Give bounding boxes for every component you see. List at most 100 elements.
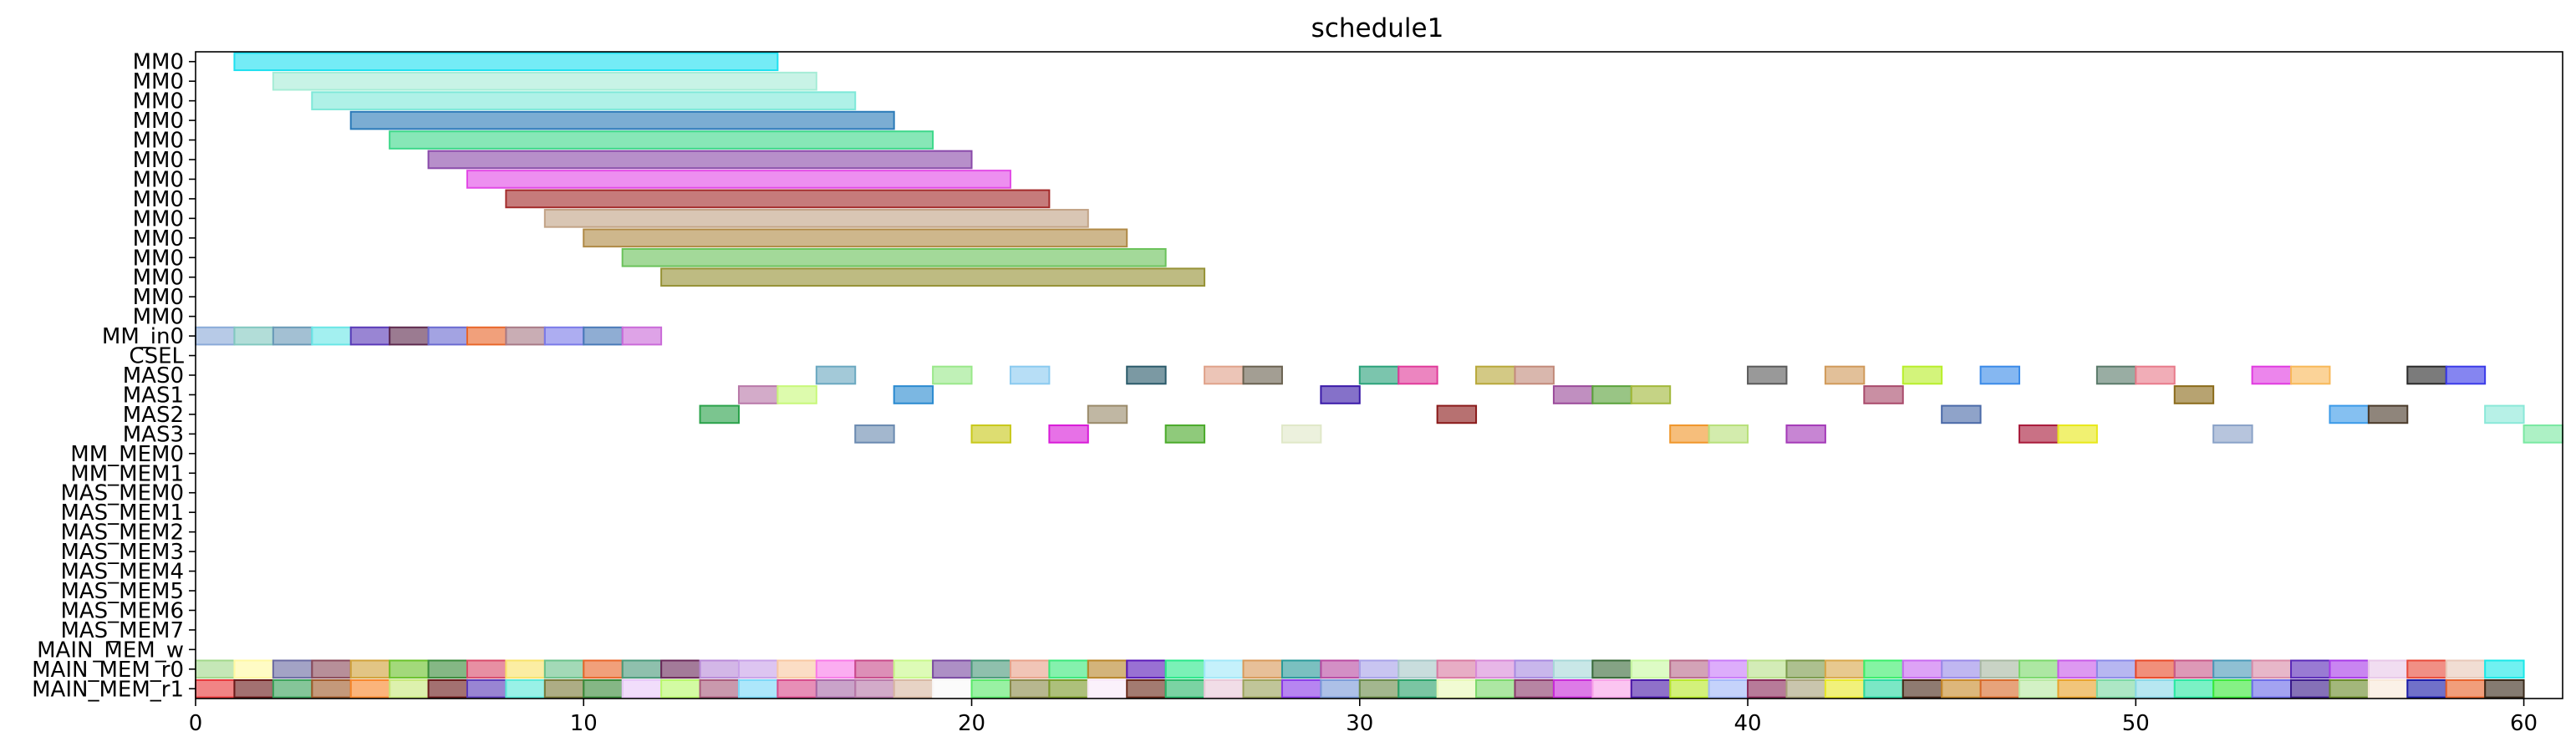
mm-in0-task-bar [621,326,663,346]
main-mem-r1-task-bar [2251,678,2293,699]
mas-task-bar [1824,365,1866,385]
mas-task-bar [1630,385,1672,404]
main-mem-r1-task-bar [233,678,274,699]
mas-task-bar [1280,424,1322,444]
mas-task-bar [699,404,740,424]
main-mem-r0-task-bar [2135,659,2176,679]
main-mem-r0-task-bar [2406,659,2447,679]
mas-task-bar [2057,424,2098,444]
main-mem-r0-task-bar [893,659,934,679]
main-mem-r1-task-bar [1824,678,1866,699]
main-mem-r0-task-bar [1591,659,1632,679]
main-mem-r1-task-bar [893,678,934,699]
x-tick-label: 20 [958,711,985,736]
main-mem-r1-task-bar [1320,678,1361,699]
main-mem-r0-task-bar [1397,659,1438,679]
main-mem-r0-task-bar [970,659,1011,679]
main-mem-r1-task-bar [1204,678,1245,699]
main-mem-r0-task-bar [815,659,857,679]
main-mem-r0-task-bar [466,659,507,679]
main-mem-r0-task-bar [1747,659,1788,679]
y-tick-label: MAS_MEM0 [60,481,184,506]
bars-layer [195,52,2563,699]
mas-task-bar [1747,365,1788,385]
y-tick-label: MAS_MEM4 [60,560,184,585]
main-mem-r0-task-bar [1358,659,1400,679]
plot-frame [195,51,2563,699]
main-mem-r0-task-bar [195,659,236,679]
y-tick-label: MAS_MEM7 [60,618,184,643]
mas-task-bar [1552,385,1594,404]
mas-task-bar [1242,365,1283,385]
main-mem-r1-task-bar [699,678,740,699]
y-tick-label: MM0 [133,89,184,114]
mas-task-bar [893,385,934,404]
main-mem-r0-task-bar [1979,659,2021,679]
main-mem-r0-task-bar [1708,659,1749,679]
main-mem-r0-task-bar [699,659,740,679]
main-mem-r1-task-bar [1901,678,1943,699]
main-mem-r1-task-bar [272,678,313,699]
main-mem-r0-task-bar [1436,659,1478,679]
mm-in0-task-bar [233,326,274,346]
mas-task-bar [2406,365,2447,385]
main-mem-r1-task-bar [1514,678,1555,699]
main-mem-r0-task-bar [2484,659,2525,679]
main-mem-r0-task-bar [1669,659,1710,679]
main-mem-r1-task-bar [389,678,430,699]
mas-task-bar [1204,365,1245,385]
main-mem-r1-task-bar [737,678,779,699]
y-tick-label: MM0 [133,285,184,310]
mas-task-bar [815,365,857,385]
main-mem-r0-task-bar [1901,659,1943,679]
y-tick-label: MM0 [133,129,184,154]
main-mem-r1-task-bar [854,678,895,699]
y-tick-label: MAS2 [123,403,184,428]
main-mem-r1-task-bar [970,678,1011,699]
y-tick-label: MM0 [133,50,184,75]
mm0-task-bar [466,170,1011,189]
mm-in0-task-bar [543,326,585,346]
mas-task-bar [1669,424,1710,444]
y-tick-label: MAS_MEM6 [60,598,184,623]
main-mem-r1-task-bar [1280,678,1322,699]
main-mem-r1-task-bar [311,678,352,699]
mm-in0-task-bar [427,326,468,346]
main-mem-r0-task-bar [389,659,430,679]
main-mem-r0-task-bar [1630,659,1672,679]
y-tick-label: MAS_MEM1 [60,500,184,526]
main-mem-r1-task-bar [1048,678,1089,699]
main-mem-r1-task-bar [1126,678,1167,699]
mm0-task-bar [389,130,934,150]
main-mem-r1-task-bar [349,678,391,699]
mas-task-bar [2095,365,2137,385]
mm0-task-bar [272,71,817,91]
x-tick-label: 50 [2122,711,2150,736]
main-mem-r1-task-bar [1164,678,1206,699]
mm-in0-task-bar [195,326,236,346]
mas-task-bar [1979,365,2021,385]
y-tick-label: MAS0 [123,363,184,389]
main-mem-r1-task-bar [1591,678,1632,699]
y-tick-label: MAS_MEM2 [60,521,184,546]
mm-in0-task-bar [583,326,624,346]
main-mem-r1-task-bar [1087,678,1128,699]
y-tick-label: MM_in0 [102,324,184,349]
y-tick-label: MM0 [133,148,184,173]
main-mem-r0-task-bar [776,659,817,679]
main-mem-r1-task-bar [1669,678,1710,699]
main-mem-r1-task-bar [1552,678,1594,699]
mm0-task-bar [505,189,1051,209]
main-mem-r1-task-bar [1863,678,1904,699]
main-mem-r0-task-bar [2095,659,2137,679]
main-mem-r0-task-bar [1164,659,1206,679]
y-axis: MM0MM0MM0MM0MM0MM0MM0MM0MM0MM0MM0MM0MM0M… [32,50,196,702]
main-mem-r0-task-bar [1941,659,1982,679]
mm0-task-bar [427,150,973,170]
y-tick-label: MM0 [133,226,184,252]
mas-task-bar [1708,424,1749,444]
mm-in0-task-bar [272,326,313,346]
main-mem-r1-task-bar [2095,678,2137,699]
mas-task-bar [2523,424,2563,444]
